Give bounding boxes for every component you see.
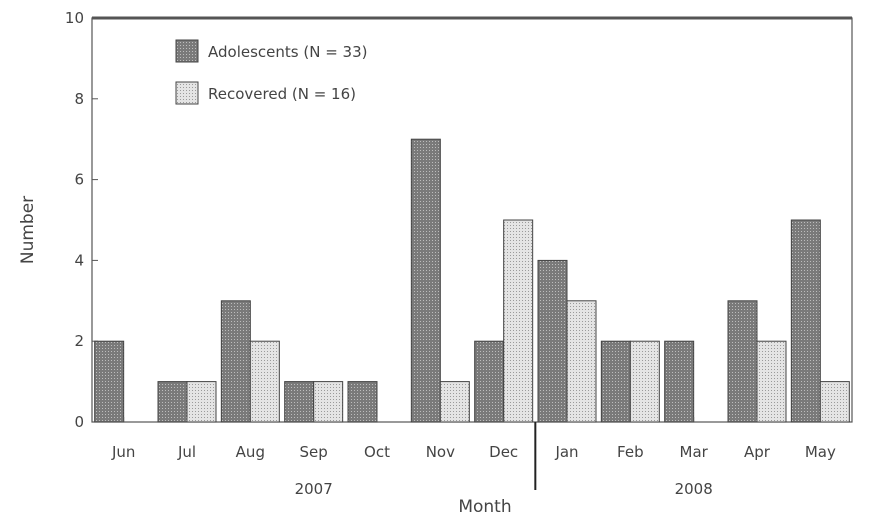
bar xyxy=(347,381,378,423)
x-tick-label: Jun xyxy=(111,443,135,461)
year-label: 2007 xyxy=(295,480,333,498)
plot-frame xyxy=(91,16,853,423)
bar xyxy=(474,340,505,423)
x-tick-label: Oct xyxy=(364,443,390,461)
x-axis: Jun Jul Aug Sep Oct Nov Dec Jan Feb Mar Apr May 2007… xyxy=(111,417,836,498)
bar xyxy=(600,340,631,423)
bar xyxy=(313,381,344,423)
bar xyxy=(566,300,597,423)
bar xyxy=(756,340,787,423)
bar xyxy=(186,381,217,423)
x-tick-label: Nov xyxy=(426,443,455,461)
legend-swatch xyxy=(175,81,199,105)
bar xyxy=(284,381,315,423)
y-tick-label: 2 xyxy=(74,332,84,350)
y-tick-label: 4 xyxy=(74,251,84,269)
bar xyxy=(94,340,125,423)
x-axis-title: Month xyxy=(458,497,511,517)
y-axis: 0 2 4 6 8 10 xyxy=(65,9,98,431)
bar xyxy=(410,138,441,423)
axis-titles: Month Number xyxy=(18,196,512,517)
legend-label: Adolescents (N = 33) xyxy=(208,43,367,61)
bar xyxy=(537,259,568,423)
x-tick-label: Mar xyxy=(680,443,709,461)
x-tick-label: Feb xyxy=(617,443,644,461)
bar xyxy=(819,381,850,423)
bar xyxy=(503,219,534,423)
bars xyxy=(94,138,850,423)
y-tick-label: 0 xyxy=(74,413,84,431)
y-tick-label: 10 xyxy=(65,9,84,27)
year-label: 2008 xyxy=(675,480,713,498)
bar xyxy=(727,300,758,423)
y-tick-label: 8 xyxy=(74,90,84,108)
bar xyxy=(157,381,188,423)
x-tick-label: Jan xyxy=(554,443,578,461)
x-tick-label: Dec xyxy=(489,443,518,461)
y-tick-label: 6 xyxy=(74,171,84,189)
bar xyxy=(220,300,251,423)
bar xyxy=(439,381,470,423)
x-tick-label: May xyxy=(805,443,836,461)
legend-swatch xyxy=(175,39,199,63)
x-tick-label: Sep xyxy=(300,443,328,461)
legend: Adolescents (N = 33) Recovered (N = 16) xyxy=(175,39,367,105)
y-axis-title: Number xyxy=(18,196,38,264)
bar xyxy=(790,219,821,423)
bar xyxy=(629,340,660,423)
legend-label: Recovered (N = 16) xyxy=(208,85,356,103)
x-tick-label: Apr xyxy=(744,443,771,461)
x-tick-label: Jul xyxy=(177,443,196,461)
bar xyxy=(664,340,695,423)
bar xyxy=(249,340,280,423)
x-tick-label: Aug xyxy=(236,443,265,461)
